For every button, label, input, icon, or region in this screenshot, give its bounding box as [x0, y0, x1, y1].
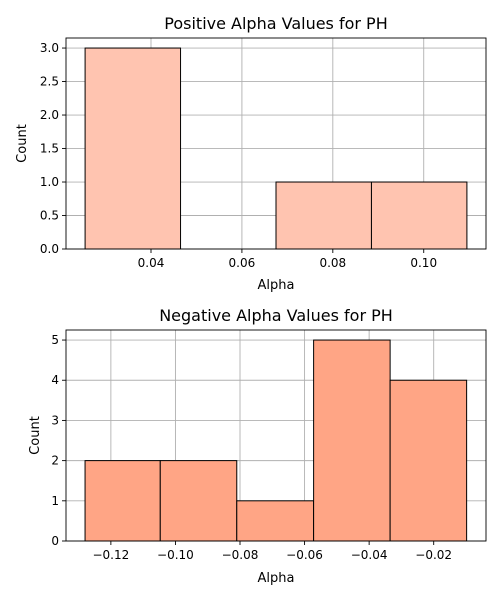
y-tick-label: 5 [51, 333, 59, 347]
histogram-bar [370, 181, 468, 250]
x-tick-label: 0.06 [229, 256, 256, 270]
chart-negative-alpha: −0.12 −0.10 −0.08 −0.06 −0.04 −0.02 0 1 2 3 4 5 Nega… [28, 306, 487, 586]
plot-frame [65, 329, 487, 542]
y-tick-label: 3.0 [40, 41, 59, 55]
x-tick-label: 0.08 [319, 256, 346, 270]
histogram-bar [313, 339, 391, 542]
x-tick-label: −0.06 [286, 548, 323, 562]
y-tick-label: 0 [51, 534, 59, 548]
x-tick-label: −0.08 [222, 548, 259, 562]
histogram-bar [236, 500, 315, 542]
chart-title: Negative Alpha Values for PH [159, 306, 393, 325]
y-tick-label: 2.5 [40, 75, 59, 89]
histogram-bar [275, 181, 372, 250]
y-tick-label: 2 [51, 454, 59, 468]
histogram-bar [84, 47, 182, 250]
y-tick-label: 3 [51, 413, 59, 427]
y-tick-label: 1 [51, 494, 59, 508]
x-tick-label: −0.04 [351, 548, 388, 562]
y-tick-label: 0.5 [40, 209, 59, 223]
x-tick-label: −0.02 [415, 548, 452, 562]
x-tick-label: −0.12 [92, 548, 129, 562]
y-axis-label: Count [15, 124, 30, 163]
x-tick-label: 0.10 [410, 256, 437, 270]
x-tick-label: 0.04 [138, 256, 165, 270]
x-tick-label: −0.10 [157, 548, 194, 562]
y-tick-label: 2.0 [40, 108, 59, 122]
x-axis-label: Alpha [258, 278, 295, 293]
plot-frame [65, 37, 487, 250]
y-axis-label: Count [28, 416, 43, 455]
x-axis-label: Alpha [258, 571, 295, 586]
histogram-bar [159, 460, 238, 542]
y-tick-label: 1.5 [40, 142, 59, 156]
chart-title: Positive Alpha Values for PH [164, 14, 387, 33]
y-tick-label: 1.0 [40, 175, 59, 189]
y-tick-label: 0.0 [40, 242, 59, 256]
chart-positive-alpha: 0.04 0.06 0.08 0.10 0.0 0.5 1.0 1.5 2.0 2.5 3.0 Pos… [15, 14, 487, 293]
y-tick-label: 4 [51, 373, 59, 387]
histogram-bar [389, 379, 468, 542]
histogram-bar [84, 460, 161, 542]
